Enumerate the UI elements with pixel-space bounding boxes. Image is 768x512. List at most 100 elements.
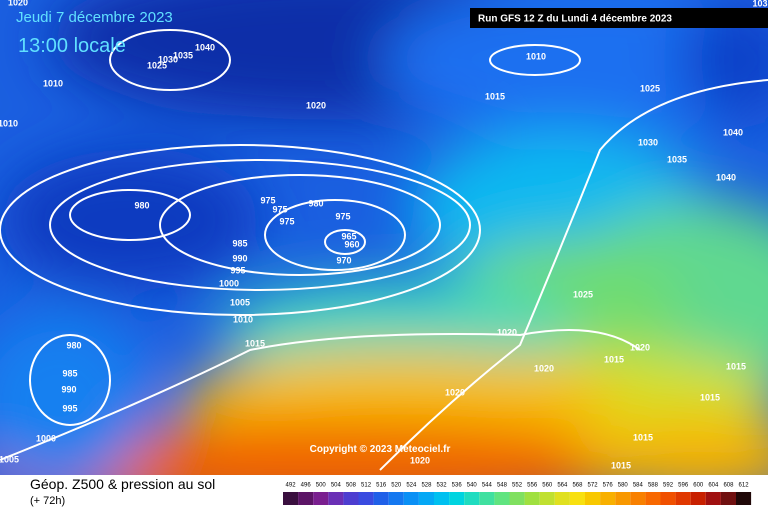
colorbar-label: 528 [421,483,432,489]
date: Jeudi 7 décembre 2023 [16,9,173,26]
colorbar-label: 580 [618,483,629,489]
colorbar-label: 524 [406,483,417,489]
colorbar-label: 500 [316,483,327,489]
isobar-label: 1015 [245,338,265,348]
colorbar-label: 612 [739,483,750,489]
colorbar-swatch [464,492,480,505]
colorbar-swatch [403,492,419,505]
colorbar-label: 576 [603,483,614,489]
isobar-label: 1015 [611,460,631,470]
colorbar: 492 496 500 504 508 512 516 520 524 528 532 536 540 5… [283,483,752,505]
isobar-label: 1035 [173,50,193,60]
colorbar-swatch [388,492,404,505]
isobar-label: 1040 [716,172,736,182]
colorbar-swatch [298,492,314,505]
colorbar-swatch [358,492,374,505]
colorbar-label: 560 [542,483,553,489]
run-box [470,8,768,28]
colorbar-label: 572 [588,483,599,489]
isobar-label: 1020 [306,100,326,110]
colorbar-swatch [675,492,691,505]
isobar-label: 985 [62,368,77,378]
isobar-label: 980 [66,340,81,350]
isobar-label: 980 [308,198,323,208]
colorbar-label: 504 [331,483,342,489]
colorbar-label: 600 [693,483,704,489]
colorbar-swatch [434,492,450,505]
isobar-label: 1010 [526,51,546,61]
isobar-label: 1025 [147,60,167,70]
isobar-label: 1015 [700,392,720,402]
isobar-label: 1015 [633,432,653,442]
isobar-label: 1025 [573,289,593,299]
isobar-label: 960 [344,239,359,249]
colorbar-swatch [494,492,510,505]
colorbar-label: 588 [648,483,659,489]
isobar-label: 1040 [195,42,215,52]
isobar-label: 975 [335,211,350,221]
isobar-label: 965 [341,231,356,241]
colorbar-swatch [690,492,706,505]
isobar-label: 995 [230,265,245,275]
colorbar-swatch [373,492,389,505]
colorbar-swatch [554,492,570,505]
isobars [0,29,768,471]
colorbar-label: 592 [663,483,674,489]
isobar-label: 985 [232,238,247,248]
colorbar-swatch [615,492,631,505]
isobar-label: 975 [260,195,275,205]
isobar-label: 1030 [638,137,658,147]
colorbar-swatch [600,492,616,505]
isobar-labels: 1020104010351030102510101010102010101015… [0,0,768,470]
colorbar-swatch [736,492,752,505]
colorbar-label: 532 [437,483,448,489]
colorbar-label: 492 [286,483,297,489]
isobar-label: 1030 [158,54,178,64]
isobar-label: 1020 [8,0,28,7]
colorbar-label: 556 [527,483,538,489]
colorbar-label: 544 [482,483,493,489]
isobar-label: 1005 [230,297,250,307]
isobar-label: 1035 [667,154,687,164]
colorbar-label: 608 [723,483,734,489]
colorbar-swatch [328,492,344,505]
colorbar-label: 584 [633,483,644,489]
colorbar-swatch [313,492,329,505]
run-label: Run GFS 12 Z du Lundi 4 décembre 2023 [478,14,672,25]
colorbar-label: 520 [391,483,402,489]
isobar-label: 995 [62,403,77,413]
colorbar-swatch [524,492,540,505]
legend-subtitle: (+ 72h) [30,495,65,507]
isobar-label: 1000 [36,433,56,443]
isobar-label: 990 [61,384,76,394]
colorbar-label: 496 [301,483,312,489]
isobar-label: 975 [279,216,294,226]
isobar-label: 1000 [219,278,239,288]
colorbar-swatch [449,492,465,505]
time: 13:00 locale [18,35,126,57]
isobar-label: 1020 [534,363,554,373]
colorbar-swatch [569,492,585,505]
colorbar-swatch [283,492,299,505]
isobar-label: 103 [752,0,767,8]
colorbar-swatch [720,492,736,505]
colorbar-swatch [418,492,434,505]
isobar-label: 1015 [604,354,624,364]
colorbar-label: 552 [512,483,523,489]
isobar-label: 980 [134,200,149,210]
isobar-label: 1010 [0,118,18,128]
isobar-label: 975 [272,204,287,214]
isobar-label: 970 [336,255,351,265]
copyright: Copyright © 2023 Meteociel.fr [310,444,451,455]
isobar-label: 1020 [410,455,430,465]
colorbar-swatch [509,492,525,505]
isobar-label: 1015 [485,91,505,101]
colorbar-label: 568 [572,483,583,489]
colorbar-swatch [539,492,555,505]
colorbar-label: 536 [452,483,463,489]
isobar-label: 1005 [0,454,19,464]
colorbar-label: 596 [678,483,689,489]
